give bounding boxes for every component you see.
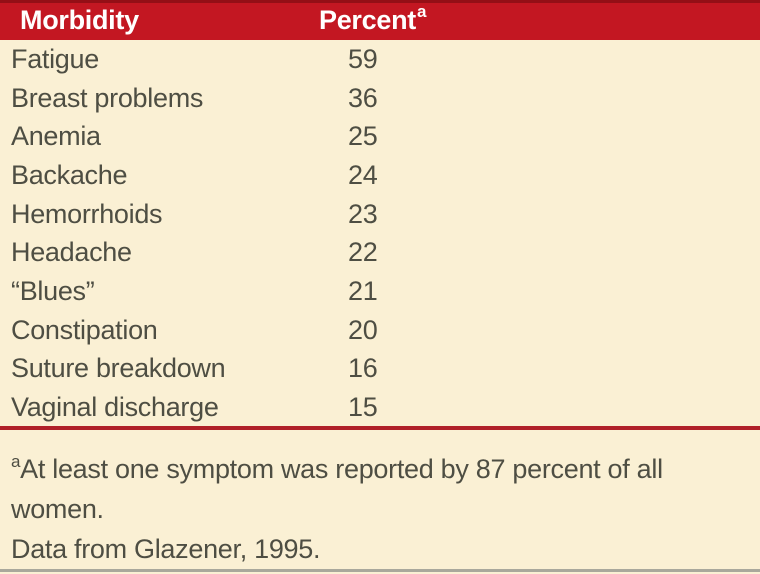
table-header: Morbidity Percenta (0, 0, 760, 40)
percent-cell: 23 (348, 198, 378, 229)
table-row: “Blues” 21 (0, 272, 760, 311)
footnote-divider-rule (0, 426, 760, 430)
column-header-percent-label: Percent (319, 5, 416, 35)
morbidity-cell: Headache (11, 237, 132, 268)
footnote-marker: a (11, 452, 21, 471)
column-header-morbidity: Morbidity (20, 4, 139, 35)
percent-cell: 20 (348, 314, 378, 345)
table-row: Hemorrhoids 23 (0, 195, 760, 234)
table-row: Breast problems 36 (0, 79, 760, 118)
table-row: Vaginal discharge 15 (0, 388, 760, 427)
footnote-note: aAt least one symptom was reported by 87… (11, 443, 748, 529)
footnote-text-line2: women. (11, 494, 104, 524)
morbidity-cell: Suture breakdown (11, 353, 226, 384)
table-row: Constipation 20 (0, 311, 760, 350)
percent-cell: 22 (348, 237, 378, 268)
morbidity-cell: Vaginal discharge (11, 392, 219, 423)
table-row: Anemia 25 (0, 117, 760, 156)
percent-cell: 59 (348, 43, 378, 74)
morbidity-cell: Constipation (11, 314, 158, 345)
percent-cell: 15 (348, 392, 378, 423)
footnotes-section: aAt least one symptom was reported by 87… (0, 430, 760, 569)
percent-cell: 16 (348, 353, 378, 384)
bottom-border-line (0, 569, 760, 572)
percent-cell: 36 (348, 82, 378, 113)
table-row: Fatigue 59 (0, 40, 760, 79)
morbidity-cell: Hemorrhoids (11, 198, 163, 229)
morbidity-cell: Backache (11, 159, 128, 190)
table-body: Fatigue 59 Breast problems 36 Anemia 25 Backac… (0, 40, 760, 427)
footnote-text-line1: At least one symptom was reported by 87 … (20, 454, 663, 484)
percent-cell: 25 (348, 121, 378, 152)
table-row: Headache 22 (0, 233, 760, 272)
percent-footnote-marker: a (416, 2, 427, 21)
percent-cell: 21 (348, 275, 378, 306)
morbidity-cell: Breast problems (11, 82, 204, 113)
column-header-percent: Percenta (319, 2, 427, 36)
table-row: Suture breakdown 16 (0, 350, 760, 389)
morbidity-cell: “Blues” (11, 275, 95, 306)
percent-cell: 24 (348, 159, 378, 190)
table-row: Backache 24 (0, 156, 760, 195)
morbidity-cell: Fatigue (11, 43, 99, 74)
morbidity-cell: Anemia (11, 121, 101, 152)
data-source-line: Data from Glazener, 1995. (11, 534, 321, 564)
